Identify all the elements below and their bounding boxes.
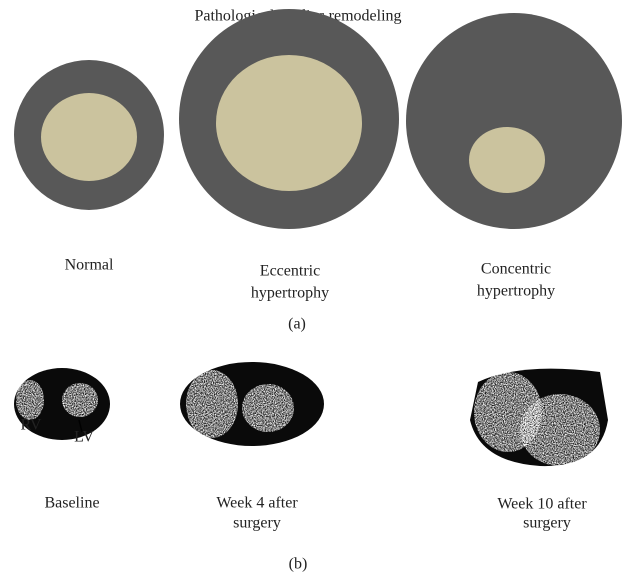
- label: surgery: [523, 515, 571, 532]
- week10-scan: [470, 368, 608, 467]
- label: Normal: [65, 257, 114, 274]
- label: hypertrophy: [477, 283, 555, 300]
- panel-label: (b): [289, 556, 308, 573]
- annotation: RV: [21, 417, 42, 434]
- label: Week 10 after: [497, 496, 587, 513]
- normal-heart: [14, 60, 164, 210]
- panel-label: (a): [288, 316, 306, 333]
- label: surgery: [233, 515, 281, 532]
- week4-scan: [180, 362, 324, 446]
- concentric-heart: [406, 13, 622, 229]
- eccentric-heart: [179, 9, 399, 229]
- label: Concentric: [481, 261, 551, 278]
- label: Baseline: [44, 495, 99, 512]
- annotation: LV: [74, 429, 94, 446]
- baseline-scan: [14, 368, 110, 440]
- label: Week 4 after: [216, 495, 298, 512]
- label: hypertrophy: [251, 285, 329, 302]
- label: Eccentric: [260, 263, 320, 280]
